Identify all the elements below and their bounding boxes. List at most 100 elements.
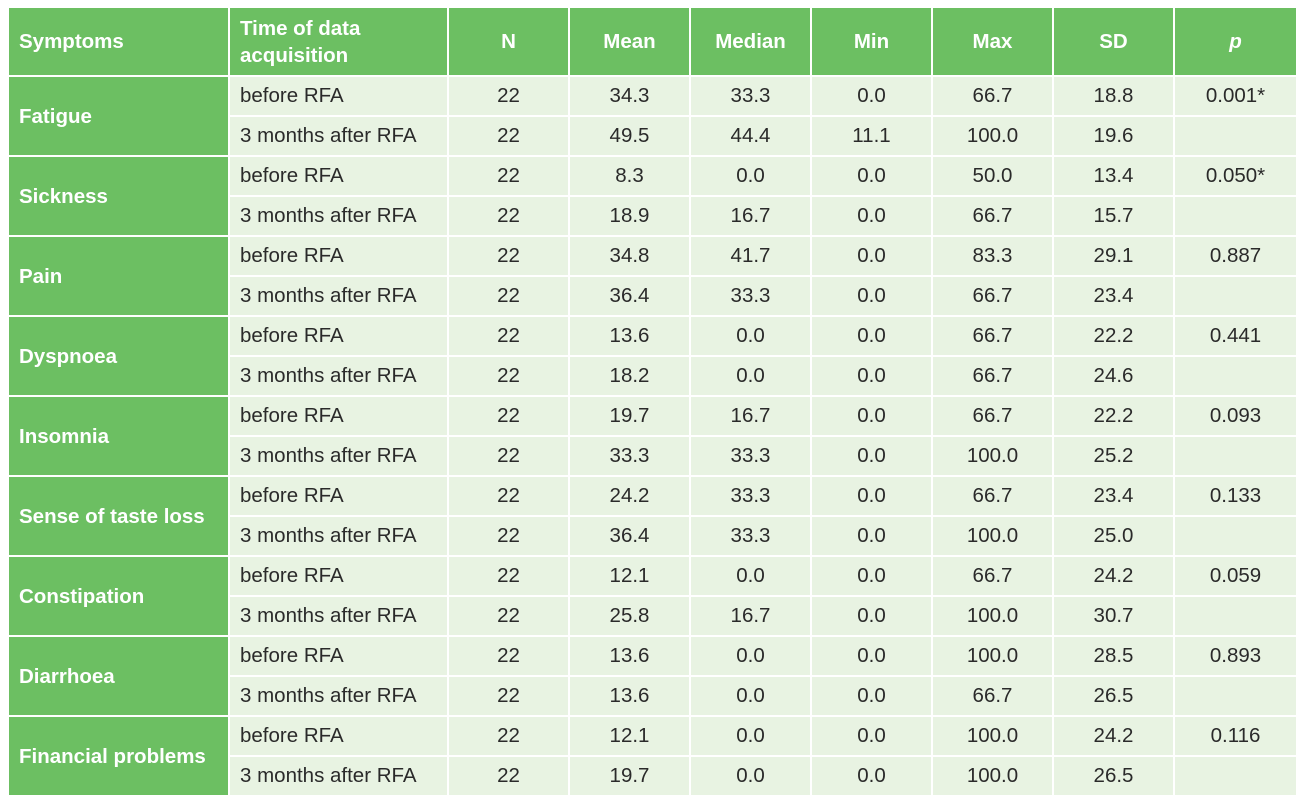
sd-cell: 24.2 <box>1054 557 1173 595</box>
max-cell: 100.0 <box>933 717 1052 755</box>
table-row: Pain before RFA 22 34.8 41.7 0.0 83.3 29.1 0.887 <box>9 237 1296 315</box>
symptom-label: Sickness <box>9 157 228 235</box>
symptom-label: Financial problems <box>9 717 228 795</box>
min-cell: 0.0 <box>812 557 931 595</box>
table-row: Constipation before RFA 22 12.1 0.0 0.0 66.7 24… <box>9 557 1296 635</box>
table-row: 3 months after RFA 22 36.4 33.3 0.0 100.0 25.0 <box>9 517 1296 555</box>
mean-cell: 33.3 <box>570 437 689 475</box>
time-cell: before RFA <box>230 557 447 595</box>
sd-cell: 30.7 <box>1054 597 1173 635</box>
max-cell: 100.0 <box>933 597 1052 635</box>
symptom-label: Sense of taste loss <box>9 477 228 555</box>
p-cell <box>1175 357 1296 395</box>
mean-cell: 49.5 <box>570 117 689 155</box>
max-cell: 66.7 <box>933 77 1052 115</box>
n-cell: 22 <box>449 717 568 755</box>
mean-cell: 13.6 <box>570 317 689 355</box>
table-row: Insomnia before RFA 22 19.7 16.7 0.0 66.7 22.2 0… <box>9 397 1296 475</box>
table-row: Sickness before RFA 22 8.3 0.0 0.0 50.0 13.4 0.0… <box>9 157 1296 235</box>
symptom-label: Dyspnoea <box>9 317 228 395</box>
median-cell: 0.0 <box>691 677 810 715</box>
time-cell: 3 months after RFA <box>230 597 447 635</box>
p-cell: 0.093 <box>1175 397 1296 435</box>
max-cell: 66.7 <box>933 677 1052 715</box>
table-row: 3 months after RFA 22 18.9 16.7 0.0 66.7 15.7 <box>9 197 1296 235</box>
table-body: Fatigue before RFA 22 34.3 33.3 0.0 66.7 18.8 0.… <box>9 77 1296 795</box>
time-cell: before RFA <box>230 397 447 435</box>
max-cell: 100.0 <box>933 757 1052 795</box>
median-cell: 16.7 <box>691 397 810 435</box>
sd-cell: 26.5 <box>1054 757 1173 795</box>
sd-cell: 22.2 <box>1054 317 1173 355</box>
max-cell: 66.7 <box>933 397 1052 435</box>
time-cell: 3 months after RFA <box>230 357 447 395</box>
table-row: 3 months after RFA 22 18.2 0.0 0.0 66.7 24.6 <box>9 357 1296 395</box>
table-row: 3 months after RFA 22 19.7 0.0 0.0 100.0 26.5 <box>9 757 1296 795</box>
mean-cell: 34.3 <box>570 77 689 115</box>
min-cell: 0.0 <box>812 717 931 755</box>
n-cell: 22 <box>449 437 568 475</box>
mean-cell: 18.9 <box>570 197 689 235</box>
median-cell: 0.0 <box>691 757 810 795</box>
time-cell: before RFA <box>230 157 447 195</box>
sd-cell: 29.1 <box>1054 237 1173 275</box>
max-cell: 100.0 <box>933 517 1052 555</box>
n-cell: 22 <box>449 197 568 235</box>
time-cell: 3 months after RFA <box>230 437 447 475</box>
median-cell: 41.7 <box>691 237 810 275</box>
mean-cell: 34.8 <box>570 237 689 275</box>
header-min: Min <box>812 8 931 75</box>
time-cell: before RFA <box>230 77 447 115</box>
median-cell: 0.0 <box>691 557 810 595</box>
sd-cell: 23.4 <box>1054 477 1173 515</box>
header-max: Max <box>933 8 1052 75</box>
p-cell: 0.059 <box>1175 557 1296 595</box>
n-cell: 22 <box>449 317 568 355</box>
table-row: 3 months after RFA 22 25.8 16.7 0.0 100.0 30.7 <box>9 597 1296 635</box>
mean-cell: 25.8 <box>570 597 689 635</box>
median-cell: 33.3 <box>691 77 810 115</box>
min-cell: 0.0 <box>812 357 931 395</box>
header-p: p <box>1175 8 1296 75</box>
time-cell: 3 months after RFA <box>230 517 447 555</box>
max-cell: 100.0 <box>933 117 1052 155</box>
mean-cell: 12.1 <box>570 717 689 755</box>
min-cell: 0.0 <box>812 397 931 435</box>
time-cell: before RFA <box>230 477 447 515</box>
min-cell: 0.0 <box>812 77 931 115</box>
symptom-label: Constipation <box>9 557 228 635</box>
p-cell: 0.116 <box>1175 717 1296 755</box>
max-cell: 66.7 <box>933 317 1052 355</box>
mean-cell: 8.3 <box>570 157 689 195</box>
median-cell: 44.4 <box>691 117 810 155</box>
sd-cell: 24.6 <box>1054 357 1173 395</box>
min-cell: 0.0 <box>812 237 931 275</box>
median-cell: 0.0 <box>691 317 810 355</box>
min-cell: 0.0 <box>812 477 931 515</box>
p-cell <box>1175 757 1296 795</box>
mean-cell: 12.1 <box>570 557 689 595</box>
sd-cell: 13.4 <box>1054 157 1173 195</box>
symptoms-table: Symptoms Time of data acquisition N Mean… <box>7 6 1298 797</box>
table-header-row: Symptoms Time of data acquisition N Mean… <box>9 8 1296 75</box>
n-cell: 22 <box>449 597 568 635</box>
median-cell: 16.7 <box>691 597 810 635</box>
min-cell: 0.0 <box>812 637 931 675</box>
min-cell: 11.1 <box>812 117 931 155</box>
header-time: Time of data acquisition <box>230 8 447 75</box>
n-cell: 22 <box>449 277 568 315</box>
time-cell: 3 months after RFA <box>230 197 447 235</box>
mean-cell: 13.6 <box>570 637 689 675</box>
n-cell: 22 <box>449 397 568 435</box>
p-cell <box>1175 677 1296 715</box>
min-cell: 0.0 <box>812 157 931 195</box>
symptom-label: Pain <box>9 237 228 315</box>
n-cell: 22 <box>449 637 568 675</box>
mean-cell: 18.2 <box>570 357 689 395</box>
table-row: Sense of taste loss before RFA 22 24.2 33.3 0… <box>9 477 1296 555</box>
p-cell: 0.050* <box>1175 157 1296 195</box>
n-cell: 22 <box>449 517 568 555</box>
mean-cell: 13.6 <box>570 677 689 715</box>
table-row: Financial problems before RFA 22 12.1 0.0 0.0… <box>9 717 1296 795</box>
max-cell: 66.7 <box>933 357 1052 395</box>
